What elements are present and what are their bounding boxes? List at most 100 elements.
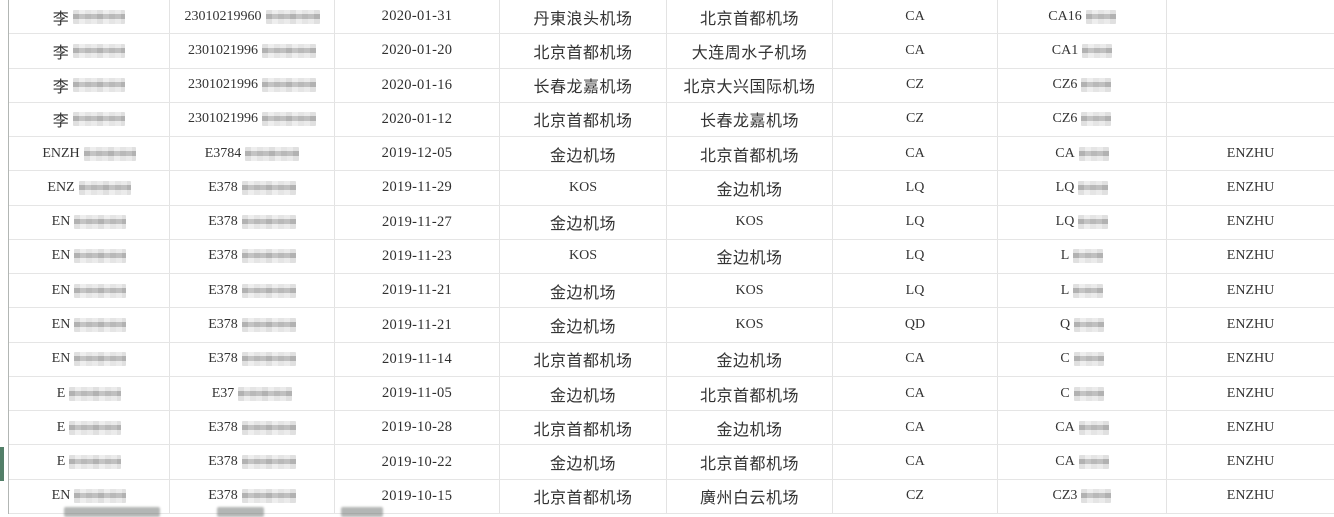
arrival-airport-cell[interactable]: 长春龙嘉机场: [667, 102, 833, 137]
airline-code-cell[interactable]: CA: [833, 342, 998, 376]
flight-date-cell[interactable]: 2019-10-28: [335, 411, 500, 445]
id-number-cell[interactable]: E378: [170, 239, 335, 274]
arrival-airport-cell[interactable]: 廣州白云机场: [667, 479, 833, 513]
arrival-airport-cell[interactable]: 金边机场: [667, 171, 833, 205]
flight-date-cell[interactable]: 2019-11-14: [335, 342, 500, 376]
passenger-name-cell[interactable]: ENZ: [9, 171, 170, 205]
passenger-tag-cell[interactable]: ENZHU: [1167, 308, 1334, 341]
departure-airport-cell[interactable]: 金边机场: [500, 308, 667, 342]
passenger-name-cell[interactable]: EN: [9, 479, 170, 513]
passenger-tag-cell[interactable]: [1167, 34, 1334, 67]
id-number-cell[interactable]: E37: [170, 376, 335, 411]
table-row[interactable]: EN E378 2019-11-23 KOS 金边机场 LQ L ENZHU: [9, 239, 1334, 275]
passenger-name-cell[interactable]: EN: [9, 274, 170, 308]
flight-date-cell[interactable]: 2020-01-16: [335, 68, 500, 102]
id-number-cell[interactable]: E378: [170, 411, 335, 445]
airline-code-cell[interactable]: LQ: [833, 205, 998, 239]
arrival-airport-cell[interactable]: 大连周水子机场: [667, 34, 833, 68]
flight-date-cell[interactable]: 2019-10-22: [335, 445, 500, 479]
flight-date-cell[interactable]: 2019-11-21: [335, 308, 500, 342]
passenger-tag-cell[interactable]: ENZHU: [1167, 343, 1334, 376]
passenger-name-cell[interactable]: E: [9, 411, 170, 445]
departure-airport-cell[interactable]: 长春龙嘉机场: [500, 68, 667, 102]
arrival-airport-cell[interactable]: KOS: [667, 274, 833, 308]
table-row[interactable]: 李 2301021996 2020-01-12 北京首都机场 长春龙嘉机场 CZ CZ6: [9, 102, 1334, 138]
table-row[interactable]: 李 23010219960 2020-01-31 丹東浪头机场 北京首都机场 CA CA16: [9, 0, 1334, 35]
flight-date-cell[interactable]: 2019-11-27: [335, 205, 500, 239]
flight-number-cell[interactable]: CZ6: [998, 68, 1167, 102]
id-number-cell[interactable]: E378: [170, 274, 335, 308]
airline-code-cell[interactable]: CA: [833, 376, 998, 411]
airline-code-cell[interactable]: CZ: [833, 102, 998, 137]
flight-number-cell[interactable]: Q: [998, 308, 1167, 342]
table-row[interactable]: EN E378 2019-10-15 北京首都机场 廣州白云机场 CZ CZ3 ENZHU: [9, 479, 1334, 514]
flight-number-cell[interactable]: LQ: [998, 171, 1167, 205]
departure-airport-cell[interactable]: 丹東浪头机场: [500, 0, 667, 34]
passenger-tag-cell[interactable]: ENZHU: [1167, 411, 1334, 444]
airline-code-cell[interactable]: LQ: [833, 239, 998, 274]
arrival-airport-cell[interactable]: 北京首都机场: [667, 376, 833, 411]
passenger-tag-cell[interactable]: ENZHU: [1167, 206, 1334, 239]
departure-airport-cell[interactable]: 金边机场: [500, 205, 667, 239]
departure-airport-cell[interactable]: 北京首都机场: [500, 102, 667, 137]
flight-date-cell[interactable]: 2020-01-12: [335, 102, 500, 137]
airline-code-cell[interactable]: CA: [833, 411, 998, 445]
id-number-cell[interactable]: E378: [170, 342, 335, 376]
table-row[interactable]: E E378 2019-10-22 金边机场 北京首都机场 CA CA ENZHU: [9, 445, 1334, 480]
passenger-name-cell[interactable]: 李: [9, 34, 170, 68]
id-number-cell[interactable]: E378: [170, 171, 335, 205]
flight-number-cell[interactable]: LQ: [998, 205, 1167, 239]
id-number-cell[interactable]: E378: [170, 205, 335, 239]
id-number-cell[interactable]: E378: [170, 308, 335, 342]
passenger-name-cell[interactable]: E: [9, 445, 170, 479]
table-row[interactable]: ENZH E3784 2019-12-05 金边机场 北京首都机场 CA CA ENZHU: [9, 137, 1334, 172]
flight-number-cell[interactable]: C: [998, 376, 1167, 411]
departure-airport-cell[interactable]: KOS: [500, 239, 667, 274]
passenger-tag-cell[interactable]: ENZHU: [1167, 171, 1334, 204]
airline-code-cell[interactable]: CA: [833, 137, 998, 171]
departure-airport-cell[interactable]: 北京首都机场: [500, 34, 667, 68]
flight-date-cell[interactable]: 2019-11-23: [335, 239, 500, 274]
flight-number-cell[interactable]: C: [998, 342, 1167, 376]
passenger-name-cell[interactable]: EN: [9, 308, 170, 342]
passenger-name-cell[interactable]: EN: [9, 205, 170, 239]
passenger-name-cell[interactable]: ENZH: [9, 137, 170, 171]
table-row[interactable]: E E37 2019-11-05 金边机场 北京首都机场 CA C ENZHU: [9, 376, 1334, 412]
passenger-tag-cell[interactable]: [1167, 103, 1334, 136]
departure-airport-cell[interactable]: 北京首都机场: [500, 342, 667, 376]
airline-code-cell[interactable]: LQ: [833, 171, 998, 205]
departure-airport-cell[interactable]: 金边机场: [500, 376, 667, 411]
table-row[interactable]: 李 2301021996 2020-01-20 北京首都机场 大连周水子机场 CA CA1: [9, 34, 1334, 69]
passenger-tag-cell[interactable]: [1167, 0, 1334, 33]
departure-airport-cell[interactable]: KOS: [500, 171, 667, 205]
table-row[interactable]: E E378 2019-10-28 北京首都机场 金边机场 CA CA ENZHU: [9, 411, 1334, 446]
flight-date-cell[interactable]: 2019-12-05: [335, 137, 500, 171]
arrival-airport-cell[interactable]: 金边机场: [667, 342, 833, 376]
flight-number-cell[interactable]: CZ6: [998, 102, 1167, 137]
flight-number-cell[interactable]: CA: [998, 411, 1167, 445]
passenger-tag-cell[interactable]: ENZHU: [1167, 274, 1334, 307]
arrival-airport-cell[interactable]: 北京大兴国际机场: [667, 68, 833, 102]
arrival-airport-cell[interactable]: 北京首都机场: [667, 0, 833, 34]
id-number-cell[interactable]: 2301021996: [170, 102, 335, 137]
flight-number-cell[interactable]: CA16: [998, 0, 1167, 34]
passenger-name-cell[interactable]: 李: [9, 68, 170, 102]
arrival-airport-cell[interactable]: KOS: [667, 205, 833, 239]
passenger-tag-cell[interactable]: ENZHU: [1167, 480, 1334, 513]
arrival-airport-cell[interactable]: 北京首都机场: [667, 445, 833, 479]
arrival-airport-cell[interactable]: 金边机场: [667, 239, 833, 274]
passenger-tag-cell[interactable]: ENZHU: [1167, 377, 1334, 410]
flight-number-cell[interactable]: L: [998, 274, 1167, 308]
flight-number-cell[interactable]: CZ3: [998, 479, 1167, 513]
airline-code-cell[interactable]: CA: [833, 445, 998, 479]
departure-airport-cell[interactable]: 金边机场: [500, 274, 667, 308]
passenger-name-cell[interactable]: E: [9, 376, 170, 411]
flight-date-cell[interactable]: 2019-11-29: [335, 171, 500, 205]
passenger-name-cell[interactable]: EN: [9, 239, 170, 274]
flight-number-cell[interactable]: CA: [998, 137, 1167, 171]
arrival-airport-cell[interactable]: KOS: [667, 308, 833, 342]
airline-code-cell[interactable]: LQ: [833, 274, 998, 308]
passenger-tag-cell[interactable]: ENZHU: [1167, 240, 1334, 273]
flight-date-cell[interactable]: 2019-10-15: [335, 479, 500, 513]
flight-date-cell[interactable]: 2019-11-21: [335, 274, 500, 308]
